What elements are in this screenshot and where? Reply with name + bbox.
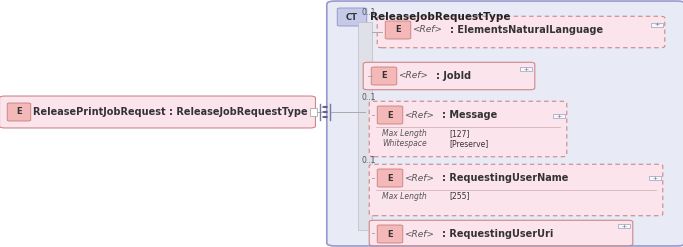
Text: +: + <box>652 176 658 181</box>
Bar <box>358 22 372 230</box>
Text: +: + <box>557 114 561 119</box>
FancyBboxPatch shape <box>326 1 683 246</box>
FancyBboxPatch shape <box>553 114 565 118</box>
Text: CT: CT <box>346 13 358 21</box>
Text: ReleaseJobRequestType: ReleaseJobRequestType <box>370 12 510 22</box>
FancyBboxPatch shape <box>649 176 661 180</box>
Text: [255]: [255] <box>449 191 469 201</box>
Text: E: E <box>381 71 387 81</box>
Text: Max Length: Max Length <box>382 129 427 139</box>
Bar <box>310 108 317 116</box>
Text: E: E <box>387 173 393 183</box>
FancyBboxPatch shape <box>385 21 410 39</box>
FancyBboxPatch shape <box>377 169 403 187</box>
Text: <Ref>: <Ref> <box>398 71 428 81</box>
FancyBboxPatch shape <box>618 224 630 228</box>
Text: ReleasePrintJobRequest : ReleaseJobRequestType: ReleasePrintJobRequest : ReleaseJobReque… <box>33 107 307 117</box>
Text: : JobId: : JobId <box>436 71 471 81</box>
FancyBboxPatch shape <box>337 8 367 26</box>
Text: 0..1: 0..1 <box>362 156 376 165</box>
Text: : Message: : Message <box>442 110 497 120</box>
Text: E: E <box>387 110 393 120</box>
Text: E: E <box>387 229 393 239</box>
Text: : RequestingUserName: : RequestingUserName <box>442 173 568 183</box>
Text: +: + <box>654 22 660 27</box>
Circle shape <box>322 116 328 118</box>
Text: <Ref>: <Ref> <box>404 229 434 239</box>
Text: <Ref>: <Ref> <box>412 25 442 35</box>
Text: Max Length: Max Length <box>382 191 427 201</box>
FancyBboxPatch shape <box>363 62 535 90</box>
FancyBboxPatch shape <box>377 106 403 124</box>
FancyBboxPatch shape <box>0 96 316 128</box>
Text: [127]: [127] <box>449 129 469 139</box>
Text: : RequestingUserUri: : RequestingUserUri <box>442 229 553 239</box>
Text: 0..1: 0..1 <box>362 93 376 102</box>
FancyBboxPatch shape <box>377 16 665 48</box>
Text: Whitespace: Whitespace <box>382 140 427 148</box>
Text: <Ref>: <Ref> <box>404 173 434 183</box>
FancyBboxPatch shape <box>8 103 31 121</box>
Text: : ElementsNaturalLanguage: : ElementsNaturalLanguage <box>450 25 603 35</box>
FancyBboxPatch shape <box>370 220 632 246</box>
Text: +: + <box>523 66 529 71</box>
FancyBboxPatch shape <box>370 101 567 157</box>
FancyBboxPatch shape <box>651 23 663 27</box>
Text: <Ref>: <Ref> <box>404 110 434 120</box>
FancyBboxPatch shape <box>370 164 663 216</box>
Text: E: E <box>16 107 22 117</box>
Text: +: + <box>622 224 626 228</box>
FancyBboxPatch shape <box>377 225 403 243</box>
Text: 0..1: 0..1 <box>362 8 376 17</box>
Circle shape <box>322 111 328 113</box>
Text: E: E <box>395 25 401 35</box>
Text: [Preserve]: [Preserve] <box>449 140 488 148</box>
FancyBboxPatch shape <box>372 67 397 85</box>
Circle shape <box>322 106 328 108</box>
FancyBboxPatch shape <box>520 67 532 71</box>
